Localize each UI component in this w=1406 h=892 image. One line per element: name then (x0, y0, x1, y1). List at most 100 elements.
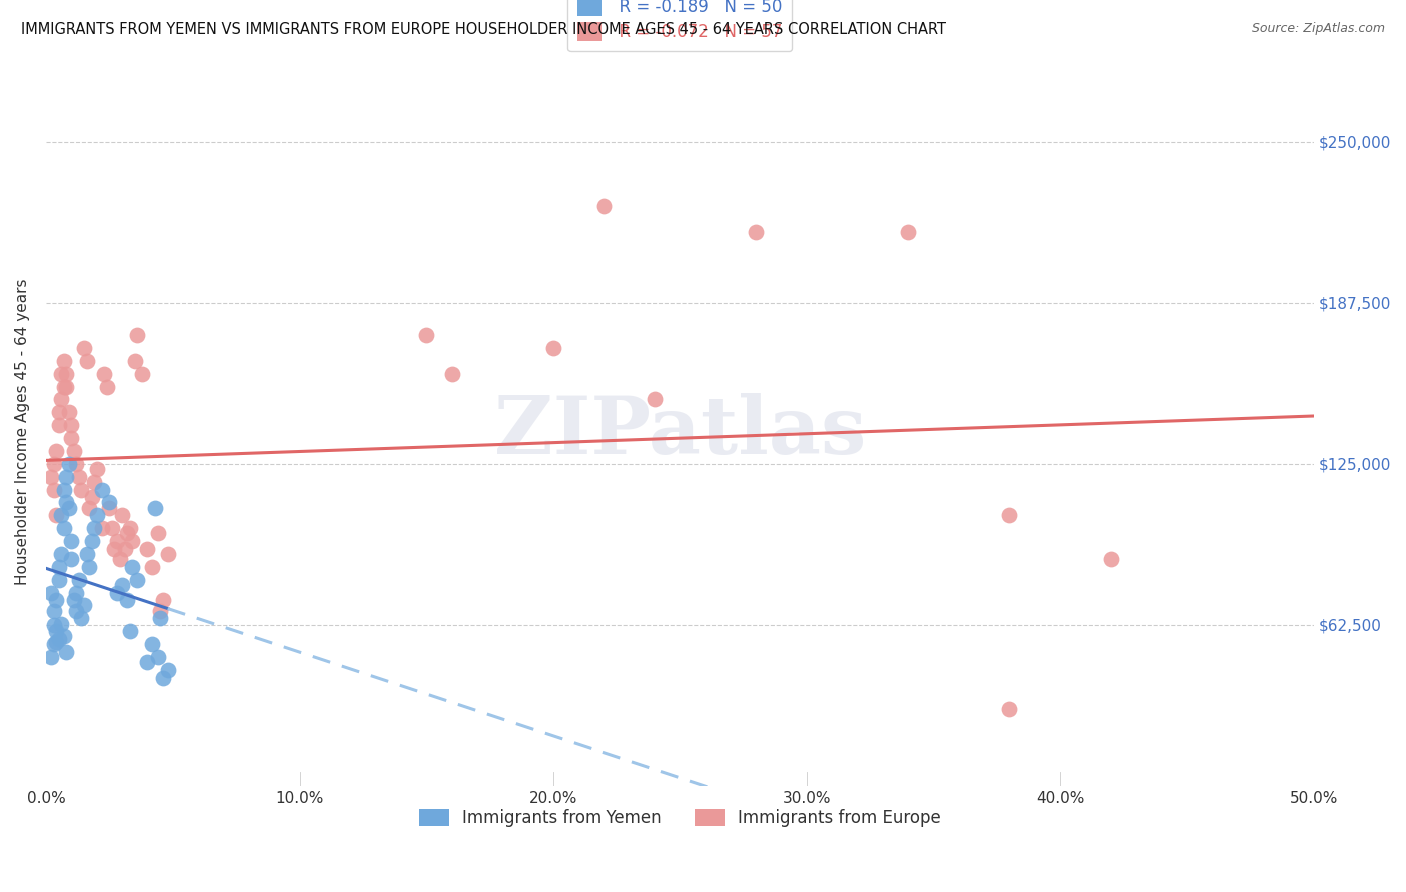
Point (65, 604, 87, 618)
Point (55, 495, 77, 509)
Point (58, 457, 80, 471)
Point (745, 225, 768, 239)
Point (39, 469, 62, 483)
Point (111, 508, 134, 523)
Point (73, 341, 96, 355)
Point (86, 462, 108, 476)
Point (108, 552, 131, 566)
Point (51, 392, 73, 407)
Point (51, 616, 73, 631)
Point (80, 534, 103, 549)
Point (156, 547, 179, 561)
Point (67, 469, 90, 483)
Point (80, 491, 103, 505)
Point (592, 199, 614, 213)
Point (114, 541, 136, 556)
Point (70, 611, 93, 625)
Legend: Immigrants from Yemen, Immigrants from Europe: Immigrants from Yemen, Immigrants from E… (412, 803, 948, 834)
Point (45, 634, 67, 648)
Point (90, 483, 112, 497)
Point (42, 604, 65, 618)
Point (86, 508, 108, 523)
Point (98, 495, 121, 509)
Point (111, 578, 134, 592)
Text: IMMIGRANTS FROM YEMEN VS IMMIGRANTS FROM EUROPE HOUSEHOLDER INCOME AGES 45 - 64 : IMMIGRANTS FROM YEMEN VS IMMIGRANTS FROM… (21, 22, 946, 37)
Point (146, 526, 169, 541)
Point (124, 353, 146, 368)
Point (45, 508, 67, 523)
Point (58, 500, 80, 515)
Point (63, 444, 86, 458)
Point (131, 367, 153, 381)
Point (48, 559, 70, 574)
Point (152, 593, 174, 607)
Point (42, 617, 65, 632)
Point (541, 341, 564, 355)
Point (52, 353, 75, 368)
Point (42, 637, 65, 651)
Point (39, 650, 62, 665)
Point (45, 444, 67, 458)
Point (644, 392, 666, 407)
Point (52, 379, 75, 393)
Point (77, 500, 100, 515)
Point (118, 624, 141, 639)
Point (67, 573, 90, 587)
Point (55, 469, 77, 483)
Point (103, 541, 125, 556)
Point (1099, 552, 1122, 566)
Point (127, 328, 149, 343)
Text: Source: ZipAtlas.com: Source: ZipAtlas.com (1251, 22, 1385, 36)
Point (127, 573, 149, 587)
Point (141, 559, 163, 574)
Point (101, 521, 124, 535)
Point (45, 593, 67, 607)
Point (121, 559, 143, 574)
Point (98, 500, 121, 515)
Point (156, 663, 179, 677)
Point (48, 418, 70, 433)
Point (70, 483, 93, 497)
Y-axis label: Householder Income Ages 45 - 64 years: Householder Income Ages 45 - 64 years (15, 278, 30, 585)
Point (83, 521, 105, 535)
Point (52, 521, 75, 535)
Point (121, 534, 143, 549)
Point (73, 599, 96, 613)
Point (65, 585, 87, 599)
Point (51, 508, 73, 523)
Point (897, 225, 920, 239)
Point (63, 593, 86, 607)
Point (77, 559, 100, 574)
Text: ZIPatlas: ZIPatlas (494, 392, 866, 471)
Point (152, 671, 174, 685)
Point (136, 655, 159, 669)
Point (115, 526, 138, 541)
Point (83, 475, 105, 489)
Point (51, 367, 73, 381)
Point (55, 645, 77, 659)
Point (60, 431, 83, 445)
Point (39, 585, 62, 599)
Point (105, 585, 128, 599)
Point (52, 629, 75, 643)
Point (45, 624, 67, 639)
Point (58, 405, 80, 419)
Point (90, 521, 112, 535)
Point (115, 593, 138, 607)
Point (65, 457, 87, 471)
Point (143, 500, 166, 515)
Point (51, 547, 73, 561)
Point (76, 353, 98, 368)
Point (60, 418, 83, 433)
Point (136, 541, 159, 556)
Point (48, 632, 70, 646)
Point (76, 547, 98, 561)
Point (141, 637, 163, 651)
Point (48, 405, 70, 419)
Point (998, 508, 1021, 523)
Point (52, 483, 75, 497)
Point (96, 379, 118, 393)
Point (149, 611, 172, 625)
Point (415, 328, 437, 343)
Point (998, 701, 1021, 715)
